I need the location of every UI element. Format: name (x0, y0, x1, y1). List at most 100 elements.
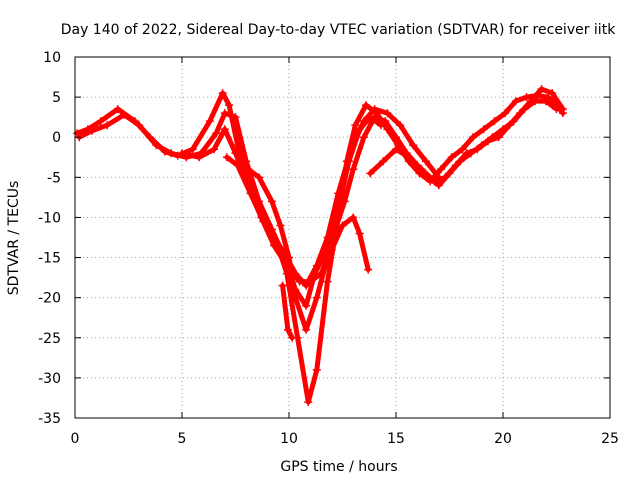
data-point (409, 141, 418, 150)
y-tick-label: -25 (38, 331, 61, 347)
y-tick-label: 0 (52, 130, 61, 146)
x-tick-label: 20 (494, 431, 512, 447)
data-point (434, 181, 443, 190)
data-point (152, 141, 161, 150)
data-point (522, 93, 531, 102)
data-point (355, 229, 364, 238)
y-tick-label: -35 (38, 411, 61, 427)
data-point (516, 109, 525, 118)
data-point (242, 157, 251, 166)
series-track-e (367, 86, 566, 184)
data-point (178, 149, 186, 158)
data-point (366, 169, 375, 178)
data-point (338, 221, 347, 230)
data-point (259, 217, 268, 226)
data-point (349, 165, 358, 174)
data-point (220, 109, 229, 118)
grid (75, 57, 610, 418)
data-point (323, 233, 332, 242)
data-point (302, 281, 311, 290)
data-point (430, 177, 439, 186)
data-point (417, 165, 426, 174)
x-tick-label: 5 (178, 431, 187, 447)
x-tick-label: 10 (280, 431, 298, 447)
data-point (73, 129, 82, 138)
y-tick-label: -30 (38, 371, 61, 387)
data-point (96, 117, 105, 126)
y-tick-labels: 10 5 0 -5 -10 -15 -20 -25 -30 -35 (38, 50, 61, 427)
data-point (469, 133, 478, 142)
y-tick-label: 10 (43, 50, 61, 66)
data-point (288, 333, 297, 342)
y-tick-label: -5 (47, 170, 61, 186)
data-point (548, 89, 557, 98)
data-point (210, 145, 219, 154)
data-point (312, 293, 321, 302)
data-point (225, 101, 234, 110)
data-point (351, 121, 360, 130)
data-point (370, 105, 379, 114)
data-point (278, 281, 287, 290)
data-point (484, 137, 493, 146)
data-point (231, 149, 240, 158)
data-point (349, 213, 358, 222)
data-point (479, 125, 488, 134)
data-point (381, 117, 390, 126)
data-point (451, 161, 460, 170)
data-point (302, 301, 311, 310)
data-point (526, 97, 535, 106)
data-point (359, 117, 368, 126)
data-point (283, 325, 292, 334)
data-point (362, 101, 371, 110)
data-point (404, 153, 413, 162)
data-point (188, 145, 197, 154)
data-point (220, 125, 229, 134)
data-point (244, 165, 253, 174)
data-point (501, 109, 510, 118)
data-point (312, 365, 321, 374)
data-point (323, 277, 332, 286)
data-point (267, 197, 276, 206)
axis-ticks (74, 56, 611, 419)
y-tick-label: -15 (38, 251, 61, 267)
data-point (222, 153, 231, 162)
data-point (233, 161, 242, 170)
data-point (347, 145, 356, 154)
data-point (246, 189, 255, 198)
data-point (458, 145, 467, 154)
data-point (379, 157, 388, 166)
data-point (205, 117, 214, 126)
data-point (302, 325, 311, 334)
data-point (276, 221, 285, 230)
data-point (392, 133, 400, 142)
data-point (195, 153, 204, 162)
data-point (113, 105, 122, 114)
data-point (280, 249, 289, 258)
y-tick-label: -20 (38, 291, 61, 307)
data-point (135, 121, 144, 130)
data-point (364, 265, 373, 274)
data-point (103, 121, 112, 130)
data-point (377, 121, 386, 130)
data-point (436, 165, 445, 174)
data-point (120, 110, 129, 119)
data-point (323, 253, 332, 262)
y-axis-label: SDTVAR / TECUs (6, 181, 22, 296)
data-point (473, 145, 482, 154)
chart-title: Day 140 of 2022, Sidereal Day-to-day VTE… (61, 22, 616, 38)
y-tick-label: -10 (38, 210, 61, 226)
data-point (270, 233, 279, 242)
data-point (494, 133, 503, 142)
data-point (312, 261, 321, 270)
data-point (255, 173, 264, 182)
plot-frame (74, 56, 611, 419)
x-tick-label: 0 (71, 431, 80, 447)
data-point (212, 129, 221, 138)
data-point (447, 153, 456, 162)
data-point (383, 109, 392, 118)
data-point (392, 145, 400, 154)
data-point (490, 117, 499, 126)
x-tick-labels: 0 5 10 15 20 25 (71, 431, 619, 447)
data-point (541, 97, 550, 106)
